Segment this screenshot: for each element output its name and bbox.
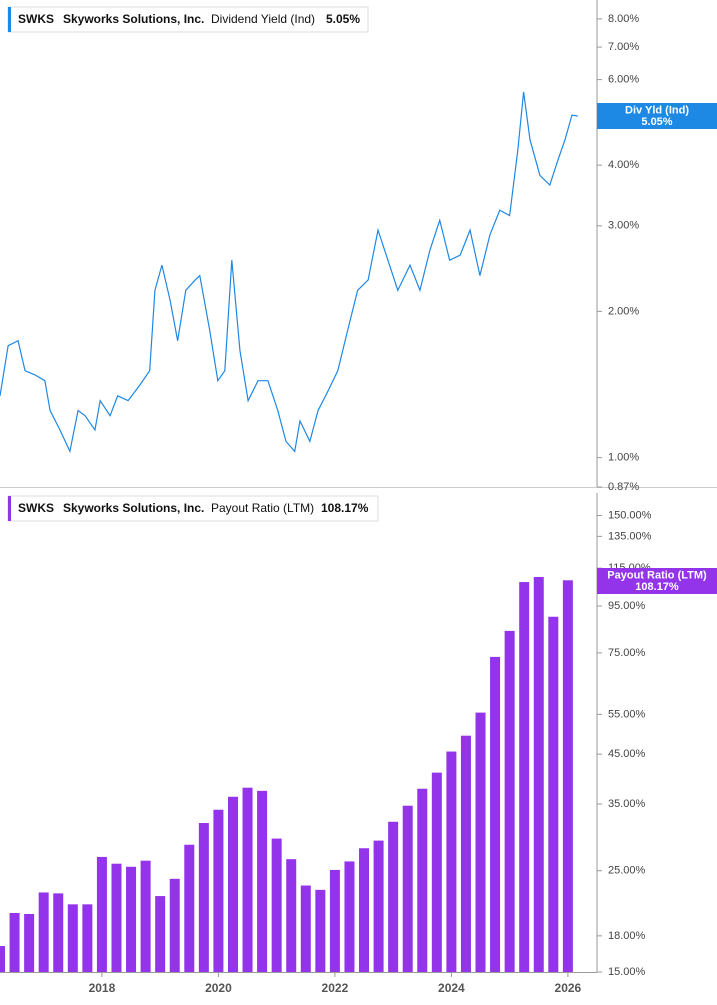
- y-tick-label: 135.00%: [608, 530, 652, 542]
- bar: [388, 821, 399, 972]
- bar: [519, 582, 530, 972]
- legend-metric: Payout Ratio (LTM): [211, 501, 314, 515]
- y-tick-label: 55.00%: [608, 708, 646, 720]
- bar: [329, 869, 340, 972]
- bar: [533, 576, 544, 972]
- y-tick-label: 95.00%: [608, 600, 646, 612]
- bar: [9, 912, 20, 972]
- badge-title: Payout Ratio (LTM): [607, 569, 707, 581]
- line-series: [0, 91, 578, 454]
- bar: [315, 889, 326, 972]
- y-tick-label: 75.00%: [608, 647, 646, 659]
- bar: [359, 848, 370, 972]
- legend-value: 5.05%: [326, 12, 360, 26]
- x-tick-label: 2020: [205, 981, 232, 995]
- y-tick-label: 8.00%: [608, 13, 639, 25]
- x-tick-label: 2022: [322, 981, 349, 995]
- legend: SWKS Skyworks Solutions, Inc. Dividend Y…: [7, 6, 369, 33]
- legend-ticker: SWKS: [18, 501, 54, 515]
- badge-box: [597, 568, 717, 594]
- y-tick-label: 4.00%: [608, 159, 639, 171]
- x-tick-label: 2026: [555, 981, 582, 995]
- bar: [562, 580, 573, 972]
- badge-value: 5.05%: [641, 116, 672, 128]
- bar: [0, 946, 5, 972]
- bar: [300, 885, 311, 972]
- bar: [96, 856, 107, 972]
- legend-metric: Dividend Yield (Ind): [211, 12, 315, 26]
- bar: [169, 878, 180, 972]
- bar: [548, 616, 559, 972]
- legend: SWKS Skyworks Solutions, Inc. Payout Rat…: [7, 495, 379, 522]
- legend-company: Skyworks Solutions, Inc.: [63, 12, 204, 26]
- bar: [67, 904, 78, 972]
- legend-swatch: [8, 496, 11, 521]
- bar: [475, 712, 486, 972]
- bar: [227, 796, 238, 972]
- bar: [38, 892, 49, 972]
- bar: [431, 772, 442, 972]
- badge-box: [597, 103, 717, 129]
- legend-box: [7, 495, 379, 522]
- legend-ticker: SWKS: [18, 12, 54, 26]
- x-tick-label: 2018: [89, 981, 116, 995]
- y-tick-label: 7.00%: [608, 41, 639, 53]
- bar: [198, 823, 209, 972]
- bar: [402, 805, 413, 972]
- y-tick-label: 3.00%: [608, 220, 639, 232]
- badge: Payout Ratio (LTM)108.17%: [597, 568, 717, 594]
- bar: [271, 838, 282, 972]
- bar: [140, 860, 151, 972]
- y-tick-label: 15.00%: [608, 966, 646, 978]
- bar: [53, 893, 64, 972]
- legend-company: Skyworks Solutions, Inc.: [63, 501, 204, 515]
- plot-layer: 0.87%1.00%2.00%3.00%4.00%5.00%6.00%7.00%…: [0, 13, 652, 995]
- bar: [24, 913, 35, 972]
- y-tick-label: 2.00%: [608, 305, 639, 317]
- y-tick-label: 6.00%: [608, 74, 639, 86]
- y-tick-label: 25.00%: [608, 865, 646, 877]
- bar: [446, 751, 457, 972]
- legend-value: 108.17%: [321, 501, 369, 515]
- bar: [373, 840, 384, 972]
- bar: [460, 735, 471, 972]
- y-tick-label: 18.00%: [608, 930, 646, 942]
- bar: [286, 859, 297, 972]
- y-tick-label: 0.87%: [608, 481, 639, 493]
- bar: [82, 904, 93, 972]
- y-tick-label: 150.00%: [608, 509, 652, 521]
- bar: [126, 866, 137, 972]
- badge-value: 108.17%: [635, 581, 679, 593]
- bar: [257, 790, 268, 972]
- bar: [504, 630, 515, 972]
- legend-swatch: [8, 7, 11, 32]
- bar: [155, 896, 166, 972]
- bar: [242, 787, 253, 972]
- y-tick-label: 1.00%: [608, 452, 639, 464]
- bar: [184, 844, 195, 972]
- x-tick-label: 2024: [438, 981, 465, 995]
- bar: [213, 809, 224, 972]
- badge: Div Yld (Ind)5.05%: [597, 103, 717, 129]
- bar: [417, 788, 428, 972]
- y-tick-label: 45.00%: [608, 748, 646, 760]
- bar: [111, 863, 122, 972]
- badge-title: Div Yld (Ind): [625, 104, 689, 116]
- y-tick-label: 35.00%: [608, 798, 646, 810]
- bar: [490, 656, 501, 972]
- legend-box: [7, 6, 369, 33]
- bar: [344, 861, 355, 972]
